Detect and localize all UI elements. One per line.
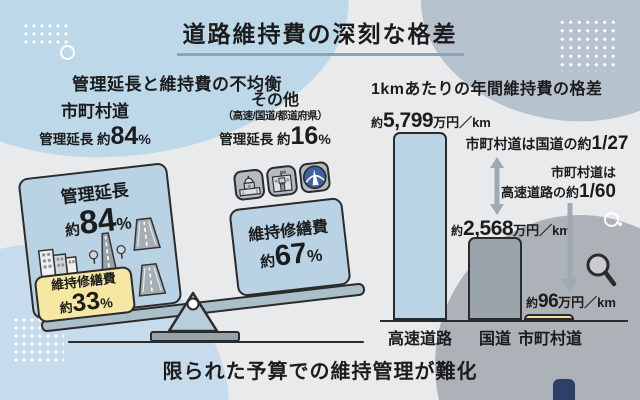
other-length-unit: % bbox=[318, 131, 331, 148]
annotation1-text: 市町村道は国道の約 bbox=[465, 136, 592, 152]
ground-line bbox=[68, 341, 364, 343]
bar-national-road bbox=[468, 237, 522, 320]
other-length-value: 16 bbox=[290, 122, 319, 151]
magnifier-icon bbox=[586, 253, 617, 287]
title-bar: 道路維持費の深刻な格差 bbox=[0, 15, 640, 56]
bar0-amount: 5,799 bbox=[383, 109, 434, 132]
decor-dots-top-right bbox=[558, 18, 620, 72]
decor-navy-shape bbox=[553, 379, 575, 400]
badge-value-unit: % bbox=[99, 293, 114, 312]
decor-bubble-icon bbox=[604, 212, 619, 227]
road-icon-bottom bbox=[138, 262, 167, 297]
bar-municipal-road bbox=[524, 314, 574, 320]
annotation2-line2: 高速道路の約 bbox=[501, 184, 580, 200]
municipal-road-name: 市町村道 bbox=[61, 102, 129, 121]
municipal-length-unit: % bbox=[138, 130, 151, 147]
municipal-length-value: 84 bbox=[110, 121, 139, 150]
bar1-unit: 万円／km bbox=[513, 223, 571, 238]
page-title: 道路維持費の深刻な格差 bbox=[176, 15, 464, 56]
other-length-prefix: 管理延長 約 bbox=[219, 132, 291, 148]
decor-bubble-dot bbox=[618, 222, 622, 226]
badge-value: 33 bbox=[70, 286, 102, 318]
x-label-expressway: 高速道路 bbox=[387, 331, 452, 348]
other-roads-name: その他 bbox=[250, 92, 299, 109]
other-roads-subtitle: （高速/国道/都道府県） bbox=[222, 110, 328, 123]
bar-value-label-expressway: 約5,799万円／km bbox=[371, 110, 491, 131]
bar0-unit: 万円／km bbox=[433, 115, 491, 130]
x-label-municipal: 市町村道 bbox=[517, 331, 582, 348]
double-arrow-icon bbox=[490, 157, 504, 215]
municipal-length-label: 管理延長 約84% bbox=[26, 122, 164, 151]
annotation2-line1: 市町村道は bbox=[550, 165, 616, 180]
right-section-heading: 1kmあたりの年間維持費の格差 bbox=[371, 81, 603, 98]
other-roads-block: 維持修繕費 約67% bbox=[228, 196, 352, 298]
footer-message: 限られた予算での維持管理が難化 bbox=[162, 361, 478, 383]
annotation-vs-national: 市町村道は国道の約1/27 bbox=[458, 133, 636, 155]
road-icon-top bbox=[133, 217, 162, 252]
decor-circle-outline bbox=[60, 45, 75, 60]
bar2-prefix: 約 bbox=[526, 296, 539, 310]
bar2-amount: 96 bbox=[538, 291, 559, 312]
municipal-length-prefix: 管理延長 約 bbox=[39, 131, 111, 147]
left-section-heading: 管理延長と維持費の不均衡 bbox=[72, 75, 282, 94]
decor-dots-top-left bbox=[22, 22, 68, 47]
other-value-unit: % bbox=[306, 245, 324, 267]
municipal-block: 管理延長 約84% bbox=[17, 161, 183, 324]
other-value: 67 bbox=[273, 237, 309, 273]
annotation2-value: 1/60 bbox=[579, 180, 616, 202]
bar-expressway bbox=[393, 132, 447, 320]
annotation1-value: 1/27 bbox=[591, 133, 629, 154]
annotation-vs-expressway: 市町村道は 高速道路の約1/60 bbox=[496, 165, 616, 203]
government-building-icon bbox=[265, 164, 299, 198]
down-arrow-icon bbox=[562, 203, 578, 293]
bar1-prefix: 約 bbox=[451, 224, 464, 238]
bar0-prefix: 約 bbox=[371, 116, 384, 130]
bar2-unit: 万円／km bbox=[558, 295, 616, 310]
x-axis-line bbox=[380, 320, 628, 322]
x-label-national: 国道 bbox=[478, 331, 511, 348]
municipal-road-labels: 市町村道 管理延長 約84% bbox=[26, 102, 164, 150]
other-length-label: 管理延長 約16% bbox=[203, 122, 347, 151]
annotation2-line2-wrap: 高速道路の約1/60 bbox=[496, 181, 616, 203]
bar-value-label-national: 約2,568万円／km bbox=[451, 218, 571, 239]
bar-value-label-municipal: 約96万円／km bbox=[526, 292, 616, 311]
other-roads-labels: その他 （高速/国道/都道府県） 管理延長 約16% bbox=[203, 92, 347, 151]
capitol-icon bbox=[232, 168, 266, 202]
agency-icons-row bbox=[232, 160, 332, 202]
expressway-emblem-icon bbox=[298, 160, 332, 194]
bar1-amount: 2,568 bbox=[463, 217, 514, 240]
